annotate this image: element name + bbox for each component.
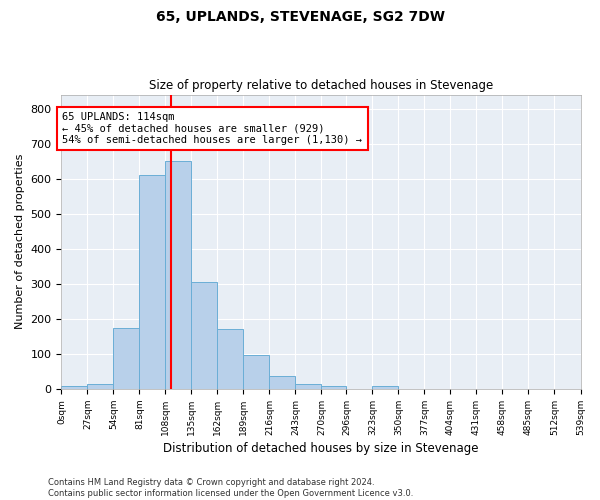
Text: Contains HM Land Registry data © Crown copyright and database right 2024.
Contai: Contains HM Land Registry data © Crown c… — [48, 478, 413, 498]
Bar — [61, 386, 88, 389]
Bar — [191, 282, 217, 389]
Bar — [139, 175, 166, 389]
Bar — [269, 376, 295, 389]
Bar — [244, 355, 269, 389]
Bar — [113, 328, 139, 389]
X-axis label: Distribution of detached houses by size in Stevenage: Distribution of detached houses by size … — [163, 442, 479, 455]
Bar — [322, 386, 346, 389]
Title: Size of property relative to detached houses in Stevenage: Size of property relative to detached ho… — [149, 79, 493, 92]
Bar — [217, 330, 244, 389]
Bar — [166, 161, 191, 389]
Text: 65, UPLANDS, STEVENAGE, SG2 7DW: 65, UPLANDS, STEVENAGE, SG2 7DW — [155, 10, 445, 24]
Y-axis label: Number of detached properties: Number of detached properties — [15, 154, 25, 330]
Bar — [373, 386, 398, 389]
Bar — [295, 384, 322, 389]
Text: 65 UPLANDS: 114sqm
← 45% of detached houses are smaller (929)
54% of semi-detach: 65 UPLANDS: 114sqm ← 45% of detached hou… — [62, 112, 362, 146]
Bar — [88, 384, 113, 389]
